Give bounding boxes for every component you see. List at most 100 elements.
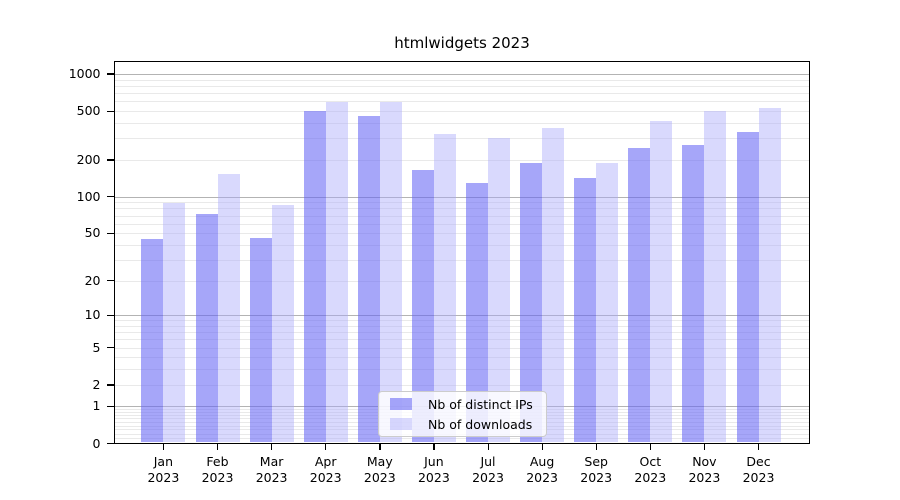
y-axis-tick <box>106 443 114 445</box>
bar-distinct-ips-sep <box>574 178 597 443</box>
legend-label: Nb of distinct IPs <box>428 396 533 412</box>
major-gridline <box>114 196 809 198</box>
x-axis-tick <box>595 443 597 450</box>
x-axis-tick <box>325 443 327 450</box>
month-label: Feb <box>206 453 229 469</box>
bar-downloads-dec <box>758 108 781 443</box>
x-axis-tick <box>271 443 273 450</box>
minor-gridline <box>114 79 809 81</box>
x-axis-tick <box>541 443 543 450</box>
y-axis-tick <box>106 314 114 317</box>
y-axis-tick-label: 1000 <box>68 65 101 81</box>
x-axis-tick <box>649 443 652 450</box>
y-axis-tick-label: 20 <box>84 272 101 288</box>
year-label: 2023 <box>363 469 396 485</box>
y-axis-tick-label: 10 <box>84 307 101 323</box>
bar-downloads-may <box>379 102 402 443</box>
x-axis-tick-label: Apr 2023 <box>296 454 356 487</box>
minor-gridline <box>114 332 809 334</box>
y-axis-tick-label: 500 <box>76 103 101 118</box>
minor-gridline <box>114 259 809 261</box>
legend-entry: Nb of downloads <box>390 417 546 432</box>
minor-gridline <box>114 215 809 217</box>
year-label: 2023 <box>526 469 558 485</box>
minor-gridline <box>114 339 809 341</box>
month-label: Nov <box>692 453 717 469</box>
minor-gridline <box>114 111 809 112</box>
x-axis-tick <box>758 443 760 450</box>
year-label: 2023 <box>634 469 667 485</box>
bar-downloads-feb <box>217 174 240 443</box>
minor-gridline <box>114 208 809 210</box>
bar-downloads-oct <box>650 121 673 443</box>
bar-downloads-mar <box>271 204 294 443</box>
legend-label: Nb of downloads <box>428 416 533 432</box>
legend: Nb of distinct IPs Nb of downloads <box>378 391 547 437</box>
month-label: Jul <box>480 453 496 469</box>
month-label: Mar <box>259 453 284 469</box>
bar-downloads-apr <box>325 102 348 443</box>
year-label: 2023 <box>147 469 180 485</box>
bar-distinct-ips-mar <box>249 237 272 443</box>
y-axis-tick <box>106 384 114 386</box>
minor-gridline <box>114 202 809 204</box>
x-axis-tick-label: Dec 2023 <box>729 454 789 487</box>
bar-distinct-ips-feb <box>195 214 218 443</box>
minor-gridline <box>114 159 809 161</box>
chart-title: htmlwidgets 2023 <box>394 34 530 52</box>
y-axis-tick <box>106 405 114 408</box>
minor-gridline <box>114 384 809 386</box>
month-label: May <box>366 453 393 469</box>
year-label: 2023 <box>201 469 234 485</box>
y-axis-tick <box>106 159 114 161</box>
bar-downloads-jul <box>488 137 510 443</box>
major-gridline <box>114 73 809 75</box>
minor-gridline <box>114 357 809 359</box>
month-label: Jun <box>424 453 444 469</box>
bar-distinct-ips-dec <box>736 132 759 443</box>
y-axis-tick-label: 100 <box>76 188 101 204</box>
minor-gridline <box>114 101 809 103</box>
year-label: 2023 <box>580 469 613 485</box>
x-axis-tick-label: Jul 2023 <box>458 454 518 487</box>
y-axis-tick-label: 2 <box>92 376 101 392</box>
x-axis-tick <box>379 443 381 450</box>
y-axis-tick-label: 5 <box>92 339 101 355</box>
x-axis-tick-label: Aug 2023 <box>512 454 572 487</box>
minor-gridline <box>114 438 809 440</box>
month-label: Sep <box>584 453 608 469</box>
minor-gridline <box>114 320 809 322</box>
y-axis-tick <box>106 347 114 349</box>
y-axis-tick-label: 1 <box>92 398 101 414</box>
y-axis-tick <box>106 110 114 112</box>
minor-gridline <box>114 85 809 87</box>
year-label: 2023 <box>255 469 288 485</box>
x-axis-tick-label: Mar 2023 <box>242 454 302 487</box>
y-axis-tick <box>106 73 114 75</box>
year-label: 2023 <box>472 469 504 485</box>
bar-distinct-ips-oct <box>628 147 651 443</box>
year-label: 2023 <box>742 469 775 485</box>
y-axis-tick-label: 0 <box>92 435 101 451</box>
x-axis-tick-label: May 2023 <box>350 454 410 487</box>
bar-distinct-ips-aug <box>520 162 543 443</box>
bar-distinct-ips-apr <box>303 111 326 443</box>
legend-swatch-downloads <box>390 418 412 430</box>
bar-distinct-ips-may <box>357 116 380 443</box>
x-axis-tick <box>217 443 219 450</box>
bar-distinct-ips-nov <box>682 144 705 443</box>
bar-distinct-ips-jul <box>466 183 488 443</box>
month-label: Apr <box>314 453 337 469</box>
x-axis-tick <box>703 443 706 450</box>
minor-gridline <box>114 233 809 235</box>
y-axis-tick-label: 50 <box>84 225 101 241</box>
minor-gridline <box>114 223 809 225</box>
minor-gridline <box>114 244 809 246</box>
y-axis-tick <box>106 196 114 198</box>
month-label: Oct <box>639 453 662 469</box>
x-axis-tick-label: Jun 2023 <box>404 454 464 487</box>
x-axis-tick-label: Feb 2023 <box>188 454 248 487</box>
x-axis-tick-label: Jan 2023 <box>133 454 193 487</box>
x-axis-tick-label: Sep 2023 <box>566 454 626 487</box>
bar-distinct-ips-jun <box>411 169 434 443</box>
